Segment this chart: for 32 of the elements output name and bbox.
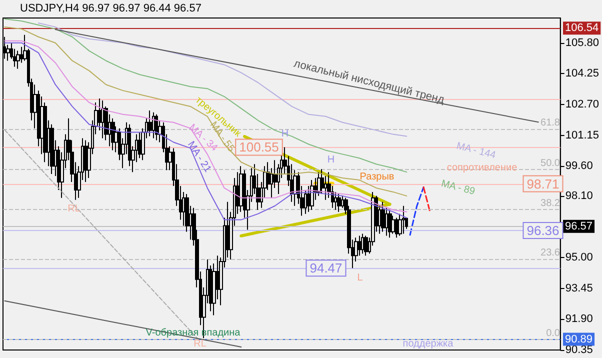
annotation: 50.0 xyxy=(540,158,560,169)
y-tick-label: 98.10 xyxy=(565,190,593,202)
y-tick-label: 95.00 xyxy=(565,252,593,264)
ref-line-label: 100.55 xyxy=(239,140,279,155)
annotation: RL xyxy=(68,204,81,214)
y-tick-label: 104.25 xyxy=(565,68,600,80)
annotation: Разрыв xyxy=(360,172,394,182)
annotation: поддержка xyxy=(402,338,454,350)
annotation: L xyxy=(357,272,364,284)
annotation: RL xyxy=(194,338,207,350)
ref-line-label: 94.47 xyxy=(310,260,342,276)
chart-title: USDJPY,H4 96.97 96.97 96.44 96.57 xyxy=(20,2,202,14)
ref-line-label: 98.71 xyxy=(526,176,560,192)
ref-line-label: 96.36 xyxy=(526,223,560,238)
y-tick-label: 105.80 xyxy=(565,36,600,49)
y-tick-label: 93.45 xyxy=(565,282,593,294)
text: MA - 144 xyxy=(455,140,498,162)
annotation: H xyxy=(327,154,335,166)
annotation: сопротивление xyxy=(446,162,518,174)
y-tick-label: 102.70 xyxy=(565,98,600,110)
ref-line-label: 96.57 xyxy=(565,220,593,232)
annotation: 0.0 xyxy=(546,328,560,339)
annotation: 38.2 xyxy=(540,198,560,209)
ref-line-label: 90.89 xyxy=(565,333,593,346)
y-tick-label: 90.35 xyxy=(565,344,593,356)
annotation: 23.6 xyxy=(540,247,560,258)
y-tick-label: 99.60 xyxy=(565,160,593,172)
text: MA - 89 xyxy=(440,178,476,198)
y-tick-label: 91.90 xyxy=(565,313,593,326)
ref-line-label: 106.54 xyxy=(565,22,599,34)
y-tick-label: 101.15 xyxy=(565,129,600,142)
annotation: 61.8 xyxy=(540,118,560,129)
